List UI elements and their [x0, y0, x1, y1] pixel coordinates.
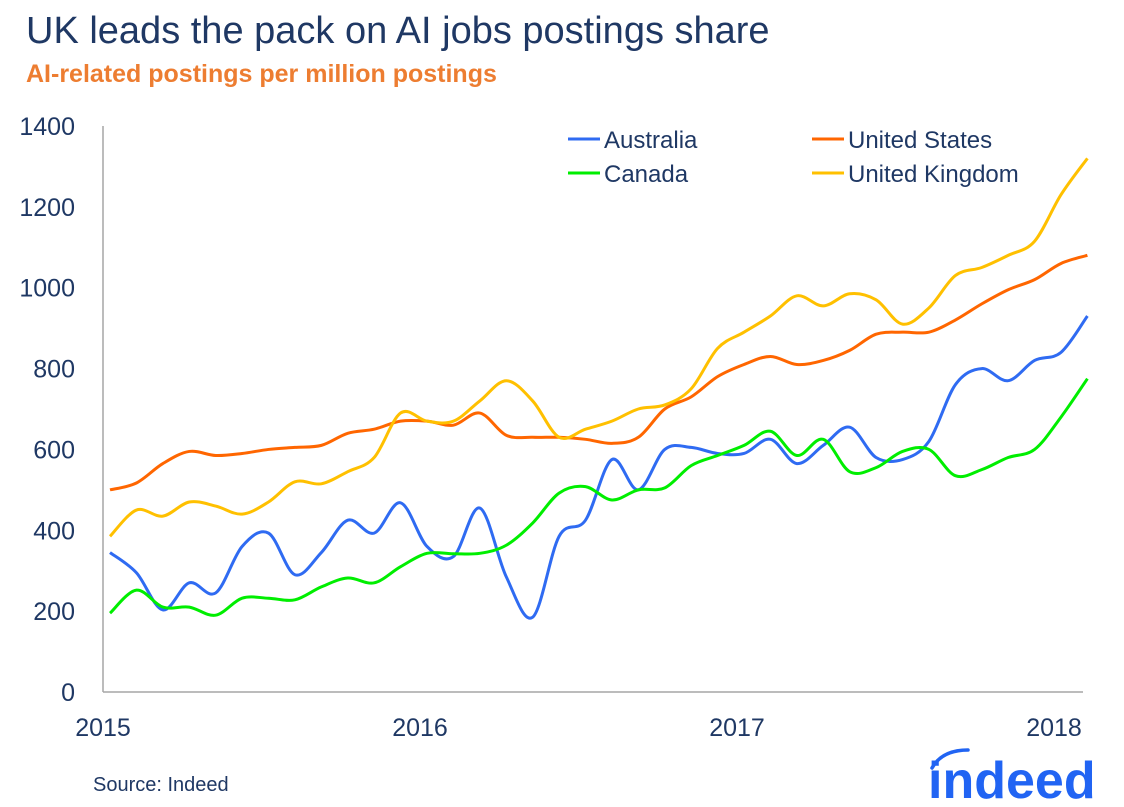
legend-label: Australia	[604, 127, 698, 154]
legend-label: Canada	[604, 161, 689, 188]
source-note: Source: Indeed	[93, 774, 229, 796]
x-tick-label: 2017	[709, 714, 765, 742]
series-line-united-kingdom	[108, 157, 1089, 538]
svg-text:indeed: indeed	[928, 752, 1096, 802]
chart-subtitle: AI-related postings per million postings	[26, 60, 497, 88]
y-tick-label: 1400	[19, 113, 75, 141]
series-line-canada	[108, 377, 1089, 617]
y-tick-label: 1000	[19, 275, 75, 303]
y-tick-label: 0	[61, 679, 75, 707]
legend-label: United States	[848, 127, 992, 154]
legend-label: United Kingdom	[848, 161, 1019, 188]
y-tick-label: 400	[33, 517, 75, 545]
chart-title: UK leads the pack on AI jobs postings sh…	[26, 10, 770, 52]
x-tick-label: 2016	[392, 714, 448, 742]
series-line-australia	[109, 315, 1089, 620]
indeed-logo: indeed	[918, 746, 1098, 807]
x-tick-label: 2018	[1026, 714, 1082, 742]
y-tick-label: 600	[33, 436, 75, 464]
y-tick-label: 200	[33, 598, 75, 626]
y-tick-label: 1200	[19, 194, 75, 222]
x-tick-label: 2015	[75, 714, 131, 742]
y-tick-label: 800	[33, 356, 75, 384]
series-line-united-states	[109, 253, 1088, 492]
